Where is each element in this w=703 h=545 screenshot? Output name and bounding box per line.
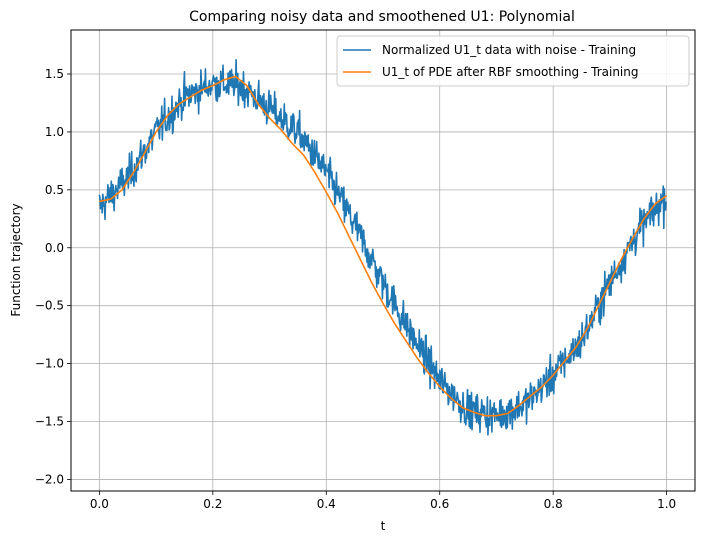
y-tick-label: 0.0 <box>45 241 64 255</box>
chart-title: Comparing noisy data and smoothened U1: … <box>189 9 575 25</box>
x-tick-label: 0.6 <box>430 497 449 511</box>
y-tick-label: −1.5 <box>35 415 64 429</box>
legend-box <box>336 35 690 87</box>
y-tick-label: −1.0 <box>35 357 64 371</box>
x-axis-label: t <box>381 519 386 533</box>
x-tick-label: 0.4 <box>317 497 336 511</box>
series-line-1 <box>98 58 667 436</box>
x-tick-label: 1.0 <box>657 497 676 511</box>
x-tick-label: 0.8 <box>544 497 563 511</box>
y-tick-label: 0.5 <box>45 183 64 197</box>
axes-frame <box>70 29 696 492</box>
y-axis-label: Function trajectory <box>9 203 23 316</box>
y-tick-label: 1.5 <box>45 67 64 81</box>
series-line-2 <box>99 75 668 417</box>
y-tick-label: −2.0 <box>35 472 64 486</box>
legend-label: U1_t of PDE after RBF smoothing - Traini… <box>382 65 638 79</box>
plot-area <box>98 58 668 436</box>
y-tick-label: −0.5 <box>35 299 64 313</box>
legend-label: Normalized U1_t data with noise - Traini… <box>382 43 636 57</box>
x-axis: 0.0 0.2 0.4 0.6 0.8 1.0 <box>90 491 676 511</box>
x-tick-label: 0.0 <box>90 497 109 511</box>
y-tick-label: 1.0 <box>45 125 64 139</box>
y-axis: −2.0 −1.5 −1.0 −0.5 0.0 0.5 1.0 1.5 <box>35 67 71 486</box>
x-tick-label: 0.2 <box>203 497 222 511</box>
legend: Normalized U1_t data with noise - Traini… <box>336 35 690 87</box>
